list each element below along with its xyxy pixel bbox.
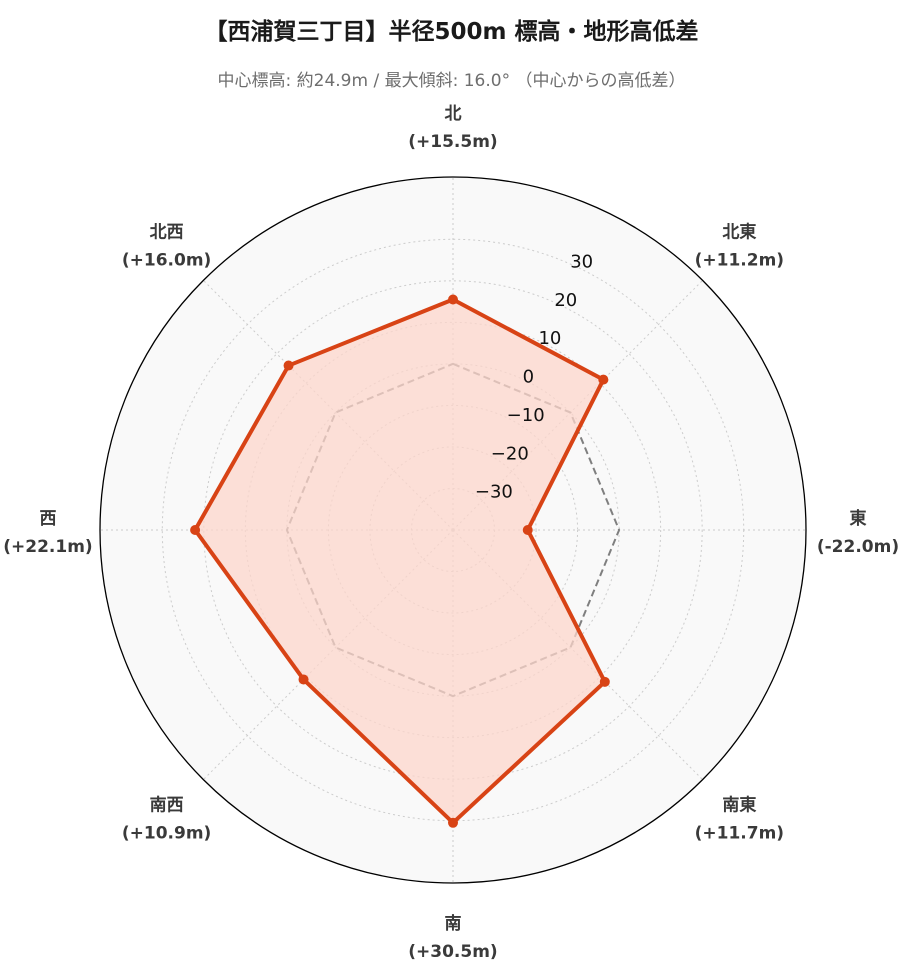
direction-name: 北 [445, 104, 462, 124]
chart-title: 【西浦賀三丁目】半径500m 標高・地形高低差 [204, 19, 699, 45]
plot-outline [99, 176, 807, 884]
direction-name: 西 [40, 509, 57, 529]
direction-label-4: 南東 (+11.7m) [695, 794, 784, 843]
direction-value: (+16.0m) [122, 251, 211, 271]
direction-label-6: 南西 (+10.9m) [122, 794, 211, 843]
direction-label-3: 東 (-22.0m) [817, 508, 899, 557]
direction-value: (+10.9m) [122, 823, 211, 843]
data-point-7 [190, 525, 201, 535]
radial-tick-label: 10 [538, 328, 561, 349]
radial-tick-label: −30 [475, 482, 513, 503]
direction-label-8: 北西 (+16.0m) [122, 223, 211, 271]
direction-value: (+22.1m) [3, 537, 92, 557]
direction-label-7: 西 (+22.1m) [3, 509, 92, 557]
radial-tick-label: −20 [491, 443, 529, 464]
direction-name: 北西 [150, 223, 184, 243]
data-point-5 [448, 817, 458, 828]
data-point-2 [598, 374, 609, 385]
data-point-3 [522, 525, 533, 535]
direction-value: (-22.0m) [817, 537, 899, 557]
data-series [190, 294, 610, 828]
direction-label-1: 北 (+15.5m) [408, 104, 497, 152]
direction-value: (+30.5m) [408, 942, 497, 962]
direction-value: (+11.2m) [695, 251, 784, 271]
radial-tick-label: −10 [507, 405, 545, 426]
direction-value: (+15.5m) [408, 132, 497, 152]
series-fill [195, 299, 605, 823]
direction-name: 南西 [150, 794, 184, 815]
data-point-4 [599, 676, 610, 687]
radial-tick-label: 0 [523, 367, 534, 388]
radial-tick-label: 20 [554, 290, 577, 311]
direction-labels: 北 (+15.5m) 北東 (+11.2m) 東 (-22.0m) 南東 (+11.7m) 南 (… [3, 104, 899, 962]
data-point-8 [283, 360, 294, 371]
direction-name: 北東 [722, 222, 756, 243]
chart-subtitle: 中心標高: 約24.9m / 最大傾斜: 16.0° （中心からの高低差） [217, 71, 686, 91]
direction-label-2: 北東 (+11.2m) [695, 222, 784, 271]
data-point-1 [448, 294, 458, 305]
data-point-6 [298, 674, 309, 685]
direction-name: 東 [850, 508, 867, 529]
direction-label-5: 南 (+30.5m) [408, 913, 497, 962]
direction-name: 南 [445, 913, 462, 934]
radial-tick-labels: −30 −20 −10 010 20 30 [475, 251, 593, 502]
radial-tick-label: 30 [570, 251, 593, 272]
direction-name: 南東 [722, 794, 756, 815]
direction-value: (+11.7m) [695, 823, 784, 843]
